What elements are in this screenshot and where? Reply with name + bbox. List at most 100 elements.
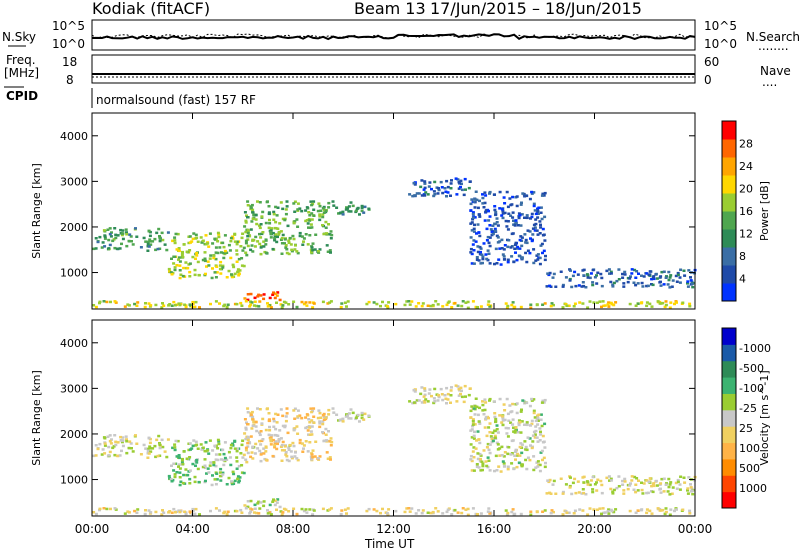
power-cell (523, 216, 526, 219)
velocity-cell (203, 458, 207, 461)
velocity-cell (443, 394, 447, 397)
velocity-cell (212, 461, 216, 464)
velocity-cell (417, 509, 421, 512)
power-cell (257, 305, 261, 308)
power-cell (517, 254, 521, 257)
power-cell (267, 205, 271, 208)
velocity-colorbar-tick: 1000 (739, 482, 767, 495)
power-cell (476, 223, 480, 226)
power-cell (503, 258, 507, 261)
power-cell (245, 253, 249, 257)
velocity-cell (209, 509, 212, 513)
velocity-cell (219, 458, 223, 461)
velocity-cell (436, 399, 440, 402)
velocity-cell (293, 455, 297, 458)
power-cell (326, 250, 330, 253)
velocity-cell (268, 425, 271, 429)
velocity-cell (113, 434, 117, 437)
power-cell (559, 270, 563, 273)
power-cell (443, 187, 447, 190)
power-cell (246, 231, 250, 235)
power-cell (273, 296, 277, 300)
velocity-cell (276, 413, 280, 416)
power-cell (217, 233, 221, 236)
velocity-cell (536, 423, 540, 426)
power-cell (445, 303, 449, 307)
velocity-cell (266, 512, 270, 515)
power-cell (115, 247, 119, 251)
power-cell (441, 305, 445, 308)
power-cell (610, 302, 614, 306)
velocity-cell (100, 453, 104, 456)
power-cell (472, 249, 476, 252)
velocity-cell (328, 440, 332, 443)
power-cell (534, 259, 538, 262)
power-cell (298, 234, 302, 238)
velocity-cell (259, 430, 263, 433)
velocity-cell (403, 510, 407, 514)
velocity-cell (648, 477, 652, 480)
velocity-cell (484, 401, 488, 404)
power-cell (524, 251, 528, 255)
power-cell (647, 273, 651, 277)
velocity-cell (595, 508, 599, 511)
velocity-cell (273, 442, 277, 445)
power-cell (488, 215, 492, 218)
power-cell (312, 302, 316, 305)
power-cell (273, 237, 277, 240)
velocity-cell (437, 394, 440, 397)
velocity-cell (307, 433, 310, 436)
power-cell (123, 305, 127, 308)
velocity-cell (626, 487, 630, 491)
velocity-cell (246, 423, 249, 426)
velocity-cell (274, 499, 277, 502)
velocity-cell (246, 437, 250, 440)
power-cell (192, 232, 196, 235)
velocity-cell (125, 438, 128, 441)
power-cell (113, 300, 117, 303)
power-cell (478, 245, 482, 249)
velocity-cell (537, 413, 541, 416)
velocity-cell (476, 430, 480, 433)
power-cell (582, 274, 586, 277)
power-cell (656, 300, 660, 303)
power-cell (134, 227, 137, 230)
velocity-cell (295, 457, 299, 460)
velocity-cell (432, 401, 436, 405)
power-cell (568, 279, 572, 282)
power-cell (185, 250, 189, 253)
power-cell (533, 226, 537, 229)
power-cell (248, 305, 252, 308)
velocity-cell (293, 407, 297, 410)
power-cell (615, 279, 619, 283)
velocity-cell (251, 415, 255, 419)
power-cell (177, 258, 180, 261)
power-cell (520, 236, 524, 239)
velocity-cell (473, 404, 477, 408)
velocity-cell (600, 483, 604, 487)
velocity-cell (356, 413, 360, 417)
power-cell (175, 248, 179, 251)
power-cell (125, 231, 128, 234)
power-cell (561, 285, 565, 288)
power-cell (327, 201, 331, 205)
power-cell (173, 268, 177, 272)
power-cell (259, 246, 263, 249)
power-cell (347, 205, 351, 208)
power-cell (460, 304, 464, 308)
velocity-cell (258, 433, 262, 437)
power-cell (498, 247, 502, 250)
power-cell (246, 200, 250, 203)
power-cell (268, 218, 271, 222)
power-cell (345, 305, 348, 308)
power-cell (528, 230, 532, 233)
velocity-cell (308, 508, 312, 511)
power-colorbar-tick: 12 (739, 228, 753, 241)
velocity-cell (177, 509, 181, 512)
power-cell (195, 251, 199, 255)
velocity-cell (261, 417, 265, 421)
velocity-cell (200, 448, 204, 451)
power-cell (188, 270, 192, 274)
velocity-cell (529, 510, 533, 513)
power-cell (386, 305, 389, 308)
